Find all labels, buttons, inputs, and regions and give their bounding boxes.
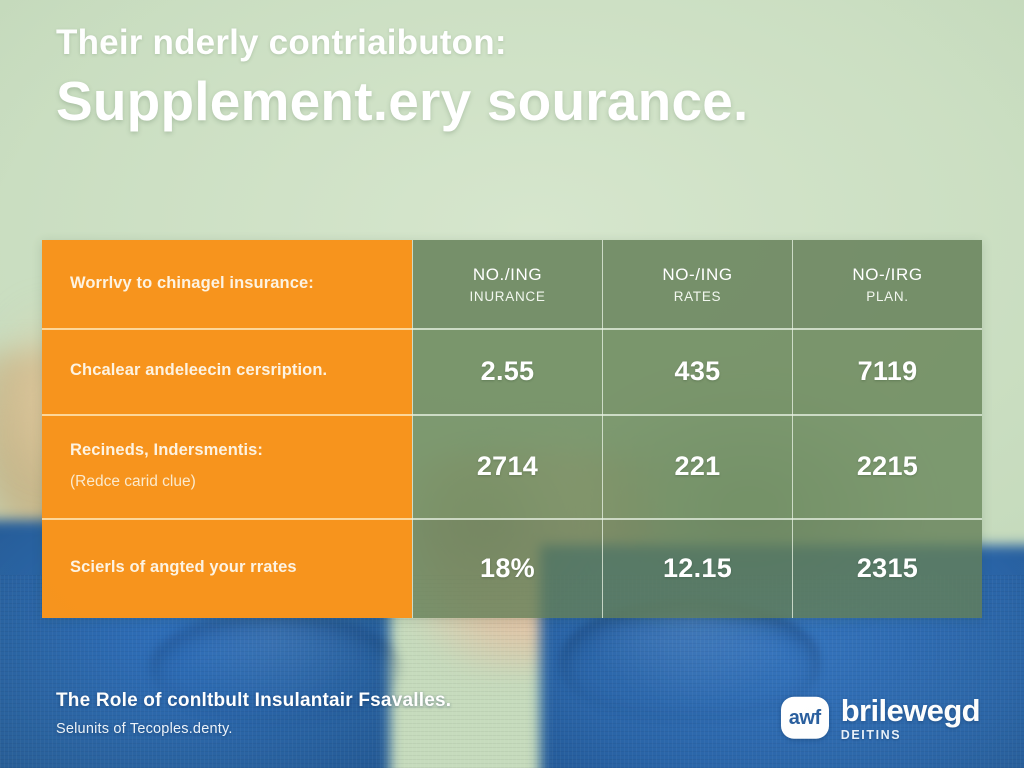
table-row-1-value-1: 2.55 (412, 328, 602, 414)
table-header-col-2: NO-/ING RATES (602, 240, 792, 328)
table-header-col-2-sub: RATES (673, 288, 722, 304)
table-header-col-3-title: NO-/IRG (852, 265, 923, 285)
headline-title: Supplement.ery sourance. (56, 70, 749, 133)
logo-wordmark: brilewegd (840, 692, 981, 728)
table-row-2-value-3-text: 2215 (856, 450, 919, 481)
table-row-1-value-2: 435 (602, 328, 792, 414)
logo-mark-text: awf (788, 707, 821, 729)
table-row-3-value-3: 2315 (792, 518, 982, 618)
table-row-2-value-2: 221 (602, 414, 792, 518)
table-row-2-label: Recineds, Indersmentis: (70, 440, 264, 459)
background-collar-right (560, 600, 820, 720)
footer-subtitle: Selunits of Tecoples.denty. (56, 721, 233, 737)
table-row-1-value-1-text: 2.55 (480, 355, 535, 386)
table-row-3-label: Scierls of angted your rrates (70, 558, 297, 577)
table-header-label-cell: Worrlvy to chinagel insurance: (42, 240, 412, 328)
footer-title: The Role of conltbult Insulantair Fsaval… (56, 690, 452, 711)
table-row: Recineds, Indersmentis: (Redce carid clu… (42, 414, 982, 518)
table-row-3-value-2: 12.15 (602, 518, 792, 618)
table-row-3-value-1: 18% (412, 518, 602, 618)
table-row-1-value-2-text: 435 (674, 355, 721, 386)
table-header-col-2-title: NO-/ING (662, 265, 733, 285)
table-header-label: Worrlvy to chinagel insurance: (70, 274, 314, 293)
table-header-col-3-sub: PLAN. (866, 288, 909, 304)
table-row-3-value-1-text: 18% (480, 552, 535, 583)
table-row: Chcalear andeleecin cersription. 2.55 43… (42, 328, 982, 414)
table-row-2-sublabel: (Redce carid clue) (70, 473, 196, 491)
headline-block: Their nderly contriaibuton: Supplement.e… (56, 22, 976, 132)
headline-kicker: Their nderly contriaibuton: (56, 23, 507, 62)
table-row-2-value-2-text: 221 (674, 450, 721, 481)
logo-text-block: brilewegd DEITINS (840, 692, 981, 742)
table-row-2-value-3: 2215 (792, 414, 982, 518)
table-row-1-label-cell: Chcalear andeleecin cersription. (42, 328, 412, 414)
table-header-col-1-sub: INURANCE (469, 288, 546, 304)
logo-tagline: DEITINS (840, 727, 902, 742)
logo-mark-icon: awf (780, 697, 829, 739)
table-header-col-3: NO-/IRG PLAN. (792, 240, 982, 328)
table-row-3-value-2-text: 12.15 (662, 552, 733, 583)
table-row-1-value-3: 7119 (792, 328, 982, 414)
brand-logo: awf brilewegd DEITINS (780, 692, 981, 742)
table-row: Scierls of angted your rrates 18% 12.15 … (42, 518, 982, 618)
table-row-3-label-cell: Scierls of angted your rrates (42, 518, 412, 618)
table-header-col-1-title: NO./ING (472, 265, 543, 285)
table-header-col-1: NO./ING INURANCE (412, 240, 602, 328)
table-row-1-value-3-text: 7119 (857, 355, 918, 386)
table-row-2-value-1-text: 2714 (476, 450, 539, 481)
footer-block: The Role of conltbult Insulantair Fsaval… (56, 690, 676, 737)
table-row-2-value-1: 2714 (412, 414, 602, 518)
comparison-table: Worrlvy to chinagel insurance: NO./ING I… (42, 240, 982, 618)
background-collar-left (150, 612, 400, 722)
table-header-row: Worrlvy to chinagel insurance: NO./ING I… (42, 240, 982, 328)
table-row-3-value-3-text: 2315 (856, 552, 919, 583)
table-row-2-label-cell: Recineds, Indersmentis: (Redce carid clu… (42, 414, 412, 518)
table-row-1-label: Chcalear andeleecin cersription. (70, 361, 328, 380)
